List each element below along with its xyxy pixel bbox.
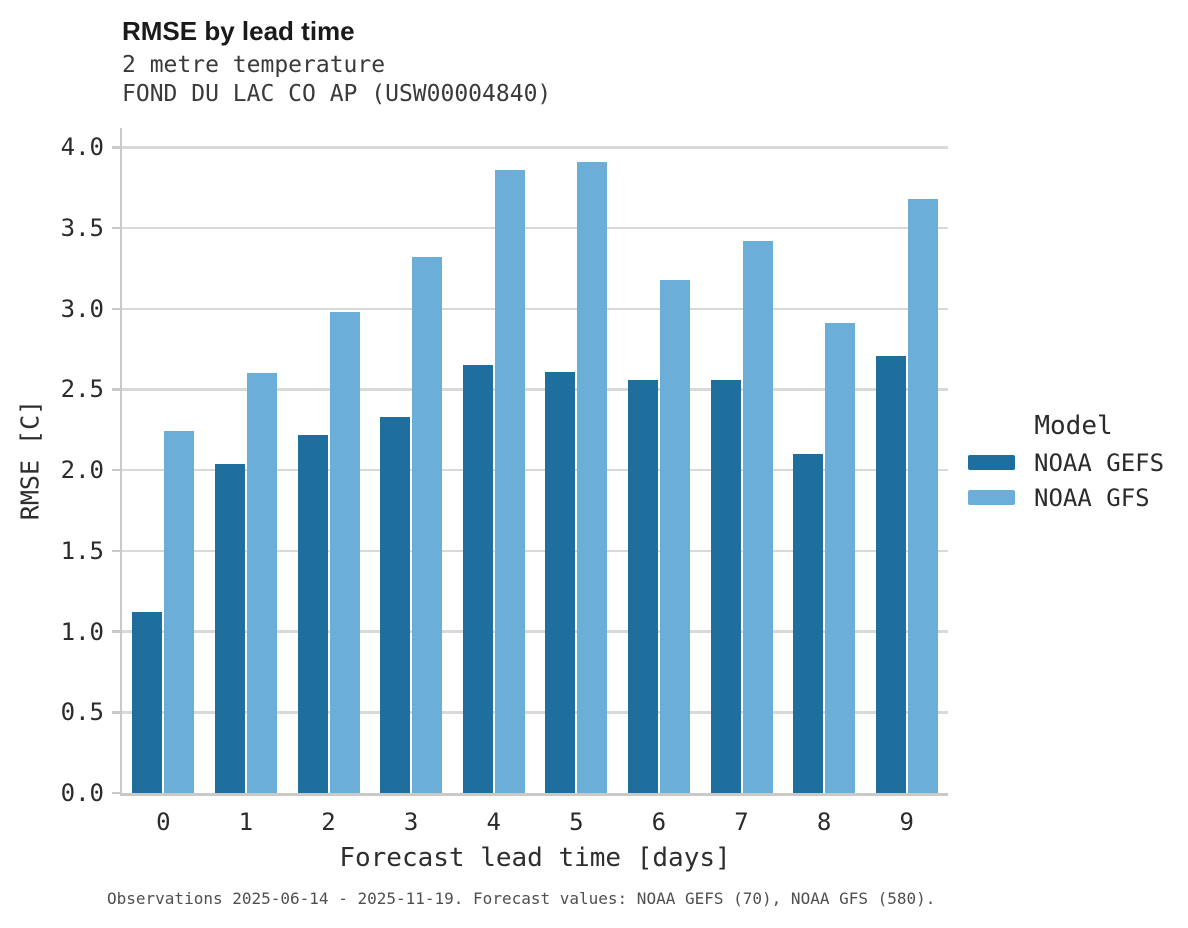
bar-noaa-gefs-lead-8 <box>793 454 824 793</box>
bar-noaa-gfs-lead-8 <box>825 323 856 793</box>
bar-noaa-gfs-lead-9 <box>907 199 938 793</box>
y-axis-spine <box>119 128 122 796</box>
gridline-4.0 <box>122 146 948 149</box>
bar-noaa-gfs-lead-5 <box>577 161 608 793</box>
x-tick-label-9: 9 <box>899 808 914 836</box>
y-axis-tick-3.0 <box>112 307 122 311</box>
chart-station: FOND DU LAC CO AP (USW00004840) <box>122 81 552 107</box>
y-tick-label-3.0: 3.0 <box>60 294 104 323</box>
gridline-1.0 <box>122 630 948 633</box>
bar-noaa-gfs-lead-1 <box>246 373 277 793</box>
x-tick-label-4: 4 <box>486 808 501 836</box>
y-axis-tick-0.5 <box>112 711 122 714</box>
x-tick-label-6: 6 <box>651 808 667 836</box>
gridline-3.0 <box>122 307 948 311</box>
gridline-0.5 <box>122 711 948 714</box>
x-axis-title: Forecast lead time [days] <box>339 843 731 873</box>
y-tick-label-4.0: 4.0 <box>60 133 104 162</box>
x-tick-label-7: 7 <box>734 808 749 836</box>
bar-noaa-gefs-lead-5 <box>545 371 576 793</box>
x-tick-label-0: 0 <box>156 808 171 836</box>
legend-item-noaa-gfs: NOAA GFS <box>966 480 1181 515</box>
y-axis-tick-4.0 <box>112 146 122 149</box>
bar-noaa-gefs-lead-9 <box>875 355 906 793</box>
gridline-3.5 <box>122 226 948 230</box>
legend-label-noaa-gfs: NOAA GFS <box>1034 483 1150 512</box>
bar-noaa-gefs-lead-2 <box>297 434 328 793</box>
y-tick-label-0.0: 0.0 <box>60 779 104 807</box>
y-tick-label-2.5: 2.5 <box>60 375 104 404</box>
legend: Model NOAA GEFS NOAA GFS <box>966 411 1181 515</box>
bar-noaa-gfs-lead-3 <box>412 257 443 793</box>
legend-item-noaa-gefs: NOAA GEFS <box>966 445 1181 480</box>
chart-subtitle: 2 metre temperature <box>122 52 386 78</box>
bar-noaa-gfs-lead-2 <box>329 312 360 793</box>
y-tick-label-2.0: 2.0 <box>60 456 104 485</box>
bar-noaa-gefs-lead-7 <box>710 379 741 793</box>
bar-noaa-gefs-lead-0 <box>132 612 163 793</box>
chart-caption: Observations 2025-06-14 - 2025-11-19. Fo… <box>107 889 936 908</box>
y-axis-tick-2.0 <box>112 468 122 472</box>
chart-title: RMSE by lead time <box>122 16 355 46</box>
y-tick-label-1.5: 1.5 <box>60 536 104 565</box>
x-tick-label-1: 1 <box>238 808 254 836</box>
y-tick-label-0.5: 0.5 <box>60 698 104 727</box>
y-tick-label-1.0: 1.0 <box>60 617 104 646</box>
noaa-gefs-swatch-icon <box>968 455 1015 470</box>
y-axis-tick-3.5 <box>112 226 122 230</box>
bar-noaa-gfs-lead-6 <box>659 279 690 793</box>
y-tick-label-3.5: 3.5 <box>60 214 104 243</box>
y-axis-tick-1.0 <box>112 630 122 633</box>
legend-items: NOAA GEFS NOAA GFS <box>966 445 1181 515</box>
gridline-1.5 <box>122 549 948 553</box>
legend-title: Model <box>1034 411 1113 441</box>
bar-noaa-gefs-lead-1 <box>214 463 245 793</box>
bar-noaa-gefs-lead-6 <box>627 379 658 793</box>
y-axis-tick-2.5 <box>112 388 122 391</box>
x-tick-label-2: 2 <box>321 808 336 836</box>
plot-area: 0.0 0.5 1.0 1.5 2.0 2.5 3.0 3.5 4.0 0 1 2 3 4 5 6 7 8 9 <box>61 128 948 836</box>
x-axis-spine <box>119 793 948 796</box>
x-tick-label-3: 3 <box>403 808 419 836</box>
y-axis-tick-1.5 <box>112 549 122 553</box>
gridline-2.5 <box>122 388 948 391</box>
bar-noaa-gefs-lead-3 <box>380 416 411 793</box>
x-tick-label-8: 8 <box>816 808 832 836</box>
bar-noaa-gfs-lead-0 <box>164 431 195 793</box>
legend-label-noaa-gefs: NOAA GEFS <box>1034 448 1165 477</box>
gridline-2.0 <box>122 468 948 472</box>
noaa-gfs-swatch-icon <box>968 490 1015 505</box>
x-tick-label-5: 5 <box>569 808 584 836</box>
bar-noaa-gfs-lead-7 <box>742 241 773 793</box>
y-axis-title: RMSE [C] <box>15 399 45 521</box>
y-axis-tick-0.0 <box>112 791 122 795</box>
bar-noaa-gfs-lead-4 <box>494 169 525 793</box>
bar-noaa-gefs-lead-4 <box>462 365 493 793</box>
